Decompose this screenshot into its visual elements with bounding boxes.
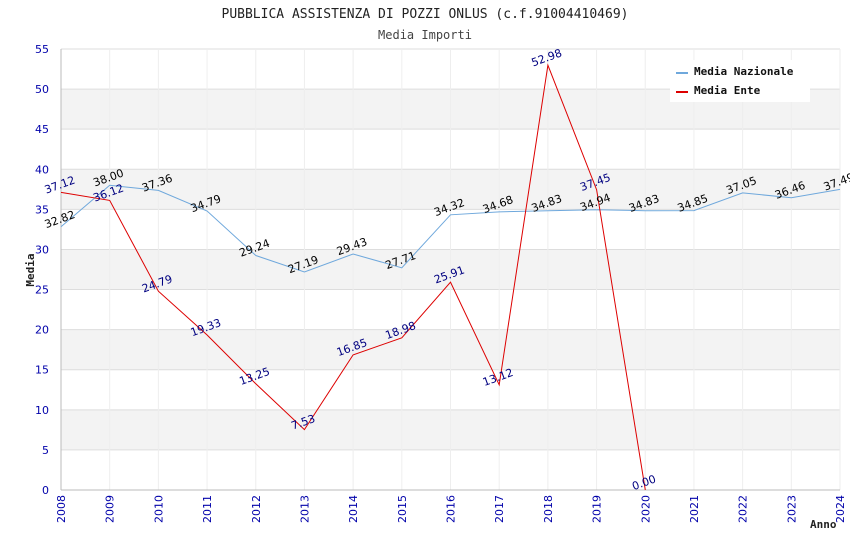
x-tick-label: 2009 [104,495,117,523]
x-axis-label: Anno [810,518,837,531]
legend: Media Nazionale Media Ente [670,60,810,102]
y-tick-label: 15 [35,364,49,377]
y-tick-label: 20 [35,324,49,337]
grid-lines [60,48,841,491]
y-tick-label: 50 [35,83,49,96]
x-tick-labels: 2008 2009 2010 2011 2012 2013 2014 2015 2016 2017… [55,495,847,523]
x-tick-label: 2011 [201,495,214,523]
x-tick-label: 2019 [591,495,604,523]
y-tick-label: 55 [35,43,49,56]
legend-entry-nazionale: Media Nazionale [694,65,794,78]
y-tick-label: 30 [35,243,49,256]
y-tick-label: 40 [35,163,49,176]
y-tick-label: 0 [42,484,49,497]
y-tick-label: 5 [42,444,49,457]
series-lines [60,63,841,491]
x-tick-label: 2010 [152,495,165,523]
chart-title: PUBBLICA ASSISTENZA DI POZZI ONLUS (c.f.… [222,7,629,22]
x-tick-label: 2020 [639,495,652,523]
x-tick-label: 2015 [396,495,409,523]
x-tick-label: 2016 [445,495,458,523]
y-tick-label: 45 [35,123,49,136]
series-line-0 [60,184,841,273]
x-tick-label: 2008 [55,495,68,523]
x-tick-label: 2018 [542,495,555,523]
y-axis-label: Media [24,253,37,286]
y-tick-label: 25 [35,284,49,297]
x-tick-label: 2023 [785,495,798,523]
x-tick-label: 2021 [688,495,701,523]
x-tick-label: 2022 [737,495,750,523]
series-line-1 [60,63,646,491]
x-tick-label: 2012 [250,495,263,523]
chart-subtitle: Media Importi [378,28,472,42]
x-tick-label: 2024 [834,495,847,523]
x-tick-label: 2013 [298,495,311,523]
data-label-1: 52.98 [530,46,564,69]
y-tick-label: 35 [35,203,49,216]
legend-entry-ente: Media Ente [694,84,761,97]
x-tick-label: 2014 [347,495,360,523]
y-tick-label: 10 [35,404,49,417]
legend-box [670,60,810,102]
x-tick-label: 2017 [493,495,506,523]
y-tick-labels: 0 5 10 15 20 25 30 35 40 45 50 55 [35,43,49,497]
